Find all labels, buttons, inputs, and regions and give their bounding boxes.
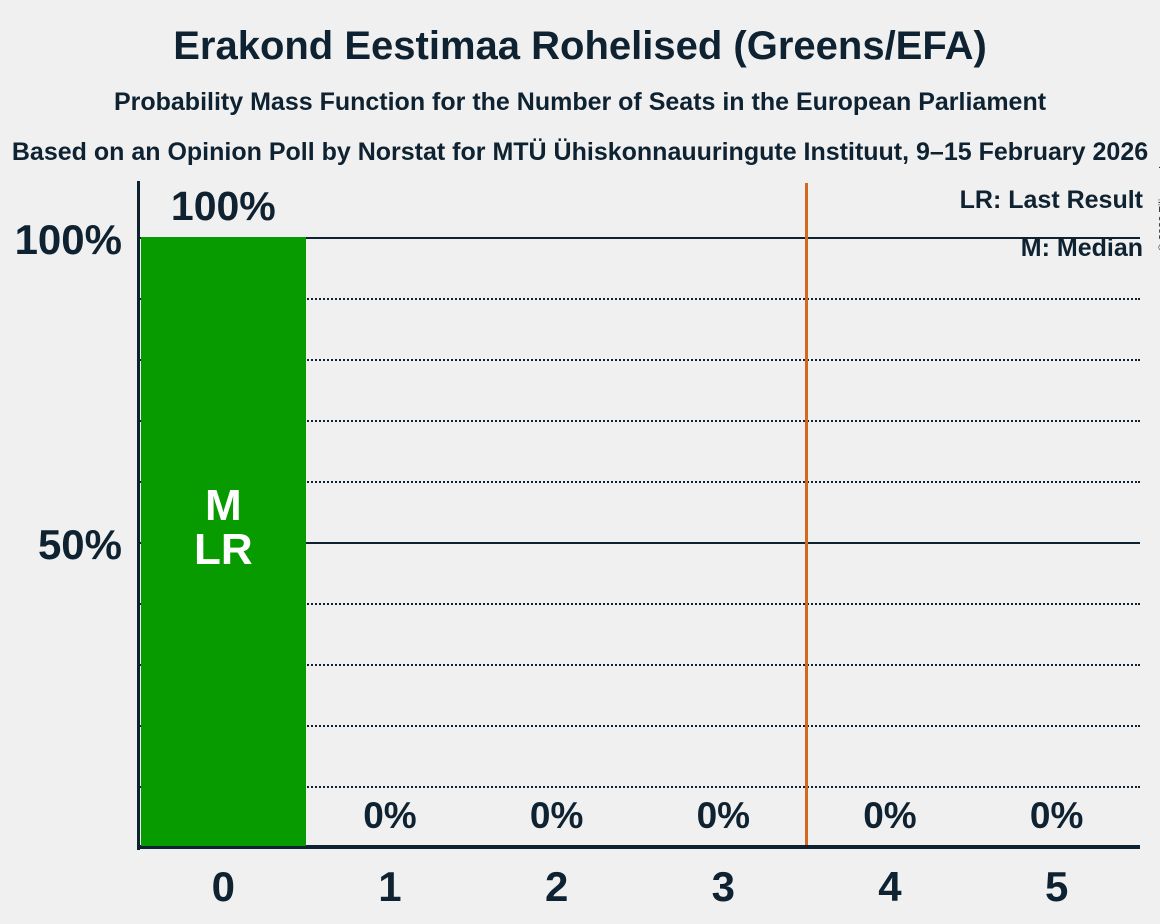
x-tick-label-4: 4 (878, 863, 902, 910)
last-result-marker-label: LR (194, 525, 253, 574)
x-tick-label-0: 0 (211, 863, 235, 910)
y-axis-line (137, 181, 140, 850)
legend-median-label: M: Median (1020, 234, 1143, 262)
y-axis-label-100: 100% (14, 216, 122, 263)
reference-vertical-line (805, 183, 809, 845)
gridline-dotted-80pct (140, 359, 1140, 361)
value-label-seats-3: 0% (696, 795, 751, 836)
value-label-seats-5: 0% (1029, 795, 1084, 836)
x-axis-line (137, 845, 1140, 849)
source-note: Based on an Opinion Poll by Norstat for … (11, 138, 1149, 166)
page-title: Erakond Eestimaa Rohelised (Greens/EFA) (173, 24, 987, 68)
median-marker-label: M (205, 481, 242, 530)
gridline-dotted-40pct (140, 603, 1140, 605)
gridline-dotted-70pct (140, 420, 1140, 422)
y-axis-label-50: 50% (37, 521, 122, 568)
gridline-solid-100pct (140, 236, 1140, 239)
gridline-dotted-10pct (140, 786, 1140, 788)
gridline-dotted-60pct (140, 481, 1140, 483)
gridline-dotted-20pct (140, 725, 1140, 727)
value-label-seats-2: 0% (529, 795, 584, 836)
x-tick-label-5: 5 (1044, 863, 1069, 910)
page-subtitle: Probability Mass Function for the Number… (113, 88, 1047, 116)
x-tick-label-3: 3 (711, 863, 735, 910)
gridline-dotted-30pct (140, 664, 1140, 666)
legend-last-result-label: LR: Last Result (959, 186, 1143, 214)
value-label-seats-4: 0% (863, 795, 917, 836)
value-label-seats-1: 0% (363, 795, 417, 836)
gridline-solid-50pct (140, 541, 1140, 544)
gridline-dotted-90pct (140, 298, 1140, 300)
x-tick-label-2: 2 (544, 863, 569, 910)
probability-bar-seats-0 (141, 237, 306, 846)
x-tick-label-1: 1 (378, 863, 402, 910)
value-label-seats-0: 100% (170, 183, 276, 229)
